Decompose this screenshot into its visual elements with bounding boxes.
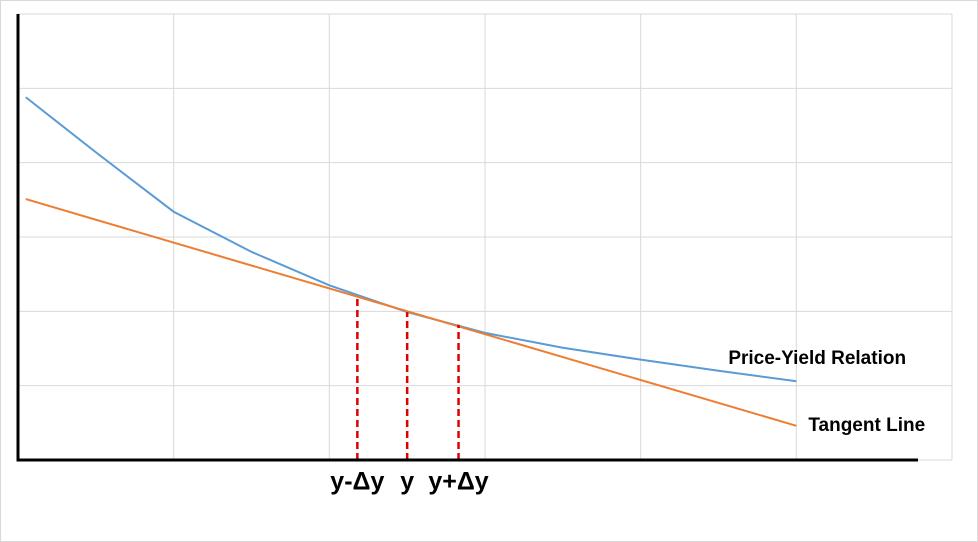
marker-label: y+Δy bbox=[428, 468, 488, 496]
marker-label: y bbox=[400, 468, 414, 496]
series-line bbox=[25, 198, 797, 427]
series-label: Tangent Line bbox=[808, 415, 925, 436]
series-label: Price-Yield Relation bbox=[728, 348, 906, 369]
marker-label: y-Δy bbox=[330, 468, 384, 496]
